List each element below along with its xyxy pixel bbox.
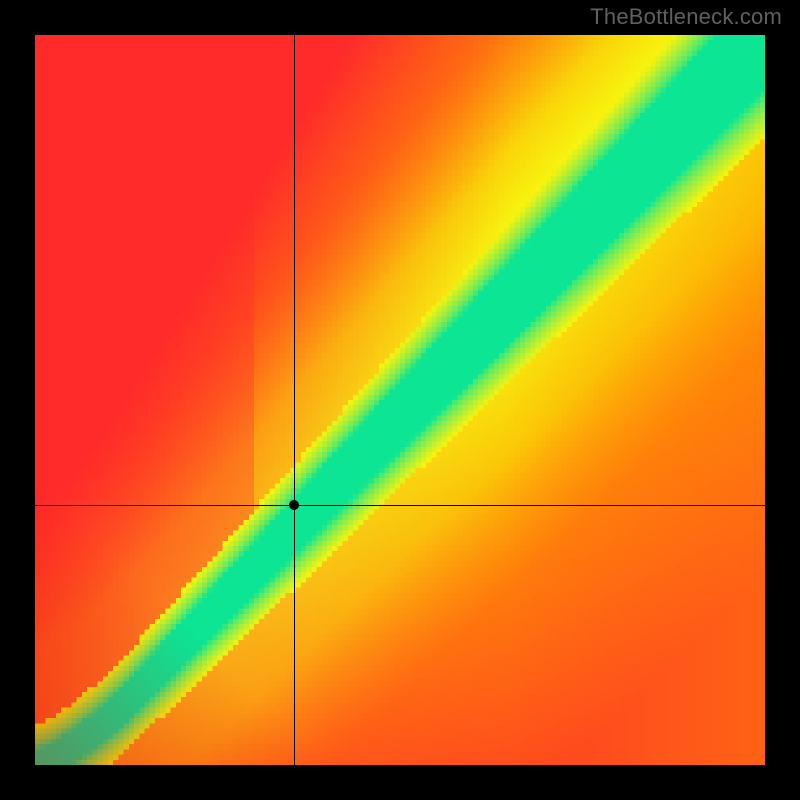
chart-container: TheBottleneck.com bbox=[0, 0, 800, 800]
bottleneck-heatmap bbox=[35, 35, 765, 765]
crosshair-horizontal bbox=[35, 505, 765, 506]
watermark-text: TheBottleneck.com bbox=[590, 4, 782, 30]
crosshair-vertical bbox=[294, 35, 295, 765]
